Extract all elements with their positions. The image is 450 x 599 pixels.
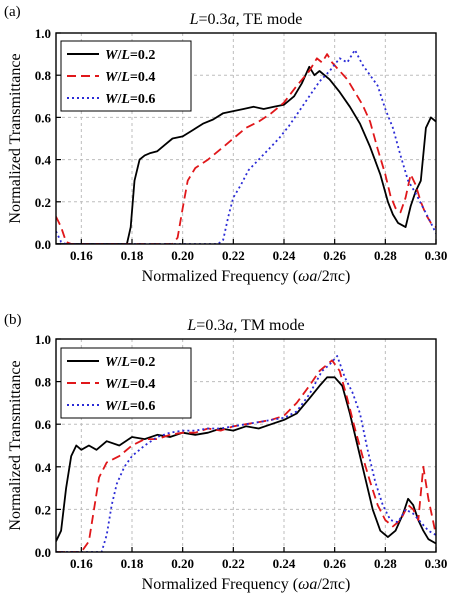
x-axis-title: Normalized Frequency (ωa/2πc) [142,576,351,593]
series-line-0.4 [56,359,436,552]
y-tick-label: 0.6 [35,417,52,432]
x-tick-label: 0.18 [121,248,144,263]
chart-title-part: a [225,317,233,334]
x-tick-label: 0.18 [121,556,144,571]
y-tick-label: 0.0 [35,545,51,560]
legend-label-part: L [120,355,130,370]
y-tick-label: 0.8 [35,68,52,83]
x-axis-title-part: Normalized Frequency ( [142,576,298,593]
y-tick-label: 0.0 [35,237,51,252]
series-line-0.2 [56,376,436,545]
x-tick-label: 0.20 [171,556,194,571]
y-tick-label: 0.4 [35,153,52,168]
y-tick-label: 0.8 [35,375,52,390]
legend-label-part: / [116,355,122,370]
chart-title: L=0.3a, TE mode [189,11,303,28]
panel-label: (a) [4,4,21,20]
legend-label-part: =0.2 [130,48,155,63]
x-axis-title-part: ωa [298,268,317,285]
x-tick-label: 0.30 [425,556,448,571]
chart-title-part: , TM mode [233,317,304,334]
chart-title: L=0.3a, TM mode [186,317,304,334]
legend-label: W/L=0.2 [105,48,155,63]
series-line-0.2 [56,65,436,244]
x-tick-label: 0.30 [425,248,448,263]
x-tick-label: 0.28 [374,556,397,571]
legend-label-part: / [116,92,122,107]
x-axis-title-part: Normalized Frequency ( [142,268,298,285]
legend-label-part: W [105,355,119,370]
legend-label-part: W [105,399,119,414]
y-tick-label: 0.6 [35,110,52,125]
legend-label-part: L [120,70,130,85]
chart-title-part: =0.3 [199,11,228,28]
legend-label-part: W [105,48,119,63]
legend: W/L=0.2W/L=0.4W/L=0.6 [60,40,192,112]
x-axis-title-part: /2πc) [317,576,350,593]
legend-label-part: =0.6 [130,399,155,414]
legend-label-part: / [116,377,122,392]
legend-label-part: L [120,48,130,63]
legend-label: W/L=0.2 [105,355,155,370]
legend-label-part: / [116,48,122,63]
x-tick-label: 0.22 [222,248,245,263]
series-line-0.4 [56,53,436,244]
y-tick-label: 1.0 [35,332,51,347]
x-tick-label: 0.24 [273,556,296,571]
legend: W/L=0.2W/L=0.4W/L=0.6 [60,347,192,419]
y-axis-title: Normalized Transmittance [7,360,24,530]
legend-label: W/L=0.6 [105,399,155,414]
legend-label-part: =0.4 [130,377,155,392]
legend-label: W/L=0.4 [105,377,155,392]
axes-frame [55,32,437,245]
legend-label-part: W [105,70,119,85]
series-line-0.6 [56,355,436,552]
axes-frame [55,338,437,553]
legend-label-part: L [120,377,130,392]
chart-title-part: L [189,11,199,28]
x-tick-label: 0.26 [323,248,346,263]
y-tick-label: 0.2 [35,502,51,517]
x-tick-label: 0.24 [273,248,296,263]
x-axis-title: Normalized Frequency (ωa/2πc) [142,268,351,285]
x-axis-title-part: ωa [298,576,317,593]
x-tick-label: 0.22 [222,556,245,571]
x-axis-title-part: /2πc) [317,268,350,285]
legend-label-part: / [116,399,122,414]
y-tick-label: 0.2 [35,195,51,210]
chart-title-part: =0.3 [196,317,225,334]
legend-label-part: L [120,92,130,107]
legend-label: W/L=0.6 [105,92,155,107]
x-tick-label: 0.16 [70,248,93,263]
chart-title-part: a [228,11,236,28]
chart-title-part: L [186,317,196,334]
x-tick-label: 0.26 [323,556,346,571]
x-tick-label: 0.16 [70,556,93,571]
legend-label: W/L=0.4 [105,70,155,85]
x-tick-label: 0.28 [374,248,397,263]
y-tick-label: 1.0 [35,26,51,41]
panel-label: (b) [4,312,22,328]
legend-label-part: =0.4 [130,70,155,85]
y-axis-title: Normalized Transmittance [7,53,24,223]
chart-title-part: , TE mode [236,11,303,28]
legend-label-part: W [105,92,119,107]
x-tick-label: 0.20 [171,248,194,263]
y-tick-label: 0.4 [35,460,52,475]
legend-label-part: / [116,70,122,85]
legend-label-part: W [105,377,119,392]
legend-label-part: =0.6 [130,92,155,107]
legend-label-part: =0.2 [130,355,155,370]
legend-label-part: L [120,399,130,414]
